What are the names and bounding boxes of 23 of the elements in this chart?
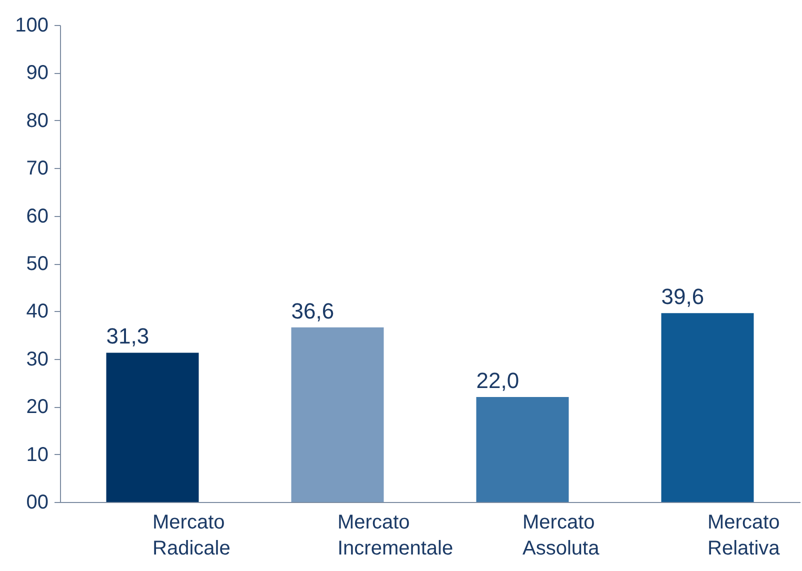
data-label: 22,0 <box>476 368 520 394</box>
bar <box>476 397 569 502</box>
y-tick-label: 40 <box>26 300 48 323</box>
x-tick-label: Mercato Relativa <box>708 512 781 560</box>
y-tick-label: 90 <box>26 62 48 84</box>
y-tick-label: 20 <box>26 396 48 418</box>
y-tick-label: 80 <box>26 110 48 132</box>
x-tick-label: Mercato Incrementale <box>338 512 454 560</box>
y-tick-label: 60 <box>26 205 48 228</box>
y-tick-label: 00 <box>26 492 48 514</box>
y-tick-label: 10 <box>26 444 48 466</box>
y-tick-label: 50 <box>26 253 48 275</box>
y-tick-label: 100 <box>15 14 48 36</box>
y-tick-label: 70 <box>26 158 48 180</box>
x-tick-label: Mercato Radicale <box>152 512 230 560</box>
bar <box>106 352 199 502</box>
data-label: 39,6 <box>661 284 704 310</box>
y-tick-label: 30 <box>26 348 48 370</box>
bar <box>291 327 384 502</box>
data-label: 31,3 <box>106 324 150 349</box>
bar <box>661 313 754 502</box>
x-tick-label: Mercato Assoluta <box>522 512 600 560</box>
data-label: 36,6 <box>291 298 334 324</box>
